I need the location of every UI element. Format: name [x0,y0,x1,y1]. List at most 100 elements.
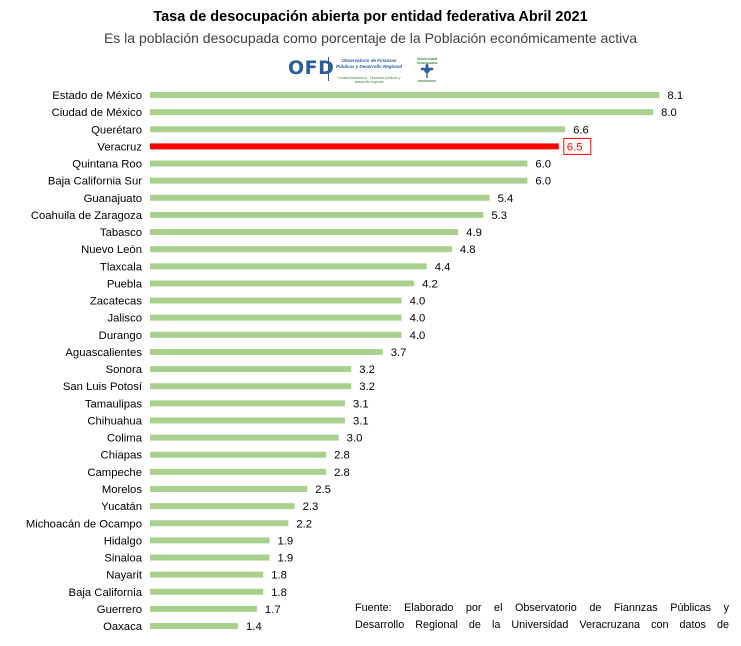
logo-acronym: OFD [288,57,335,79]
bar [150,331,402,338]
value-label: 1.8 [271,570,287,582]
bar [150,314,402,321]
category-label: Coahuila de Zaragoza [31,210,143,222]
value-label: 6.0 [535,159,551,171]
value-label: 5.4 [498,193,514,205]
bar [150,211,484,218]
category-label: Sinaloa [104,553,142,565]
bar [150,400,345,407]
bar [150,434,339,441]
logo-tagline: Ciudad Académica · Finanzas públicas y d… [337,76,401,84]
category-label: Morelos [102,484,143,496]
bar [150,297,402,304]
bar [150,109,654,116]
seal-flower-icon [418,63,436,82]
category-label: Tabasco [100,227,142,239]
bar [150,520,289,527]
value-label: 4.4 [435,261,451,273]
bar [150,571,264,578]
category-label: Querétaro [91,124,142,136]
bar [150,554,270,561]
category-label: Durango [99,330,142,342]
source-note-line-2: Desarrollo Regional de la Universidad Ve… [355,619,729,631]
bar [150,485,308,492]
category-label: Sonora [106,364,143,376]
bar [150,623,239,630]
value-label: 1.8 [271,587,287,599]
logo-divider [328,57,329,81]
value-label: 2.8 [334,450,350,462]
value-label: 3.2 [359,364,375,376]
value-label: 1.7 [265,604,281,616]
category-label: Ciudad de México [52,107,142,119]
bar [150,537,270,544]
category-label: Nayarit [106,570,143,582]
chart-title: Tasa de desocupación abierta por entidad… [153,9,588,25]
bar [150,177,528,184]
category-label: Colima [107,433,143,445]
bar [150,92,660,98]
category-label: Michoacán de Ocampo [26,518,142,530]
value-label: 4.9 [466,227,482,239]
category-label: Chihuahua [87,415,142,427]
value-label: 5.3 [491,210,507,222]
bar [150,263,427,270]
bar [150,348,383,355]
value-label: 1.9 [277,535,293,547]
value-label: 2.8 [334,467,350,479]
value-label: 1.9 [277,553,293,565]
value-label: 4.2 [422,278,438,290]
bar [150,126,566,133]
value-label: 8.1 [667,90,683,102]
value-label: 3.1 [353,415,369,427]
category-label: Zacatecas [90,296,142,308]
category-label: Yucatán [101,501,142,513]
bar [150,417,345,424]
category-label: Jalisco [107,313,142,325]
value-label: 4.0 [410,330,426,342]
bar [150,366,352,373]
category-label: Aguascalientes [65,347,142,359]
category-label: Nuevo León [81,244,142,256]
category-label: Guanajuato [84,193,142,205]
category-label: San Luis Potosí [63,381,143,393]
value-label: 4.8 [460,244,476,256]
value-label: 3.2 [359,381,375,393]
value-label: 6.0 [535,176,551,188]
value-label: 4.0 [410,313,426,325]
value-label: 1.4 [246,621,262,633]
bar [150,194,490,201]
category-label: Tlaxcala [100,261,143,273]
bar [150,246,452,253]
source-note-line-1: Fuente: Elaborado por el Observatorio de… [355,602,729,614]
ofd-logo: OFD Observatorio de Finanzas Públicas y … [288,55,448,85]
category-label: Baja California Sur [48,176,142,188]
value-label: 3.1 [353,398,369,410]
chart-subtitle: Es la población desocupada como porcenta… [103,30,638,46]
value-label: 4.0 [410,296,426,308]
bar [150,468,327,475]
value-label: 2.5 [315,484,331,496]
category-label: Chiapas [101,450,143,462]
category-label: Puebla [107,278,143,290]
value-label: 8.0 [661,107,677,119]
bar [150,503,295,510]
bar [150,383,352,390]
logo-name: Observatorio de Finanzas Públicas y Desa… [335,58,403,69]
highlight-value-box [563,137,592,155]
category-label: Estado de México [52,90,142,102]
bar [150,280,415,287]
bar [150,160,528,167]
bar-highlight [150,143,559,150]
category-label: Veracruz [97,141,142,153]
seal-label: Universidad Veracruzana [416,57,438,65]
category-label: Hidalgo [104,535,142,547]
category-label: Oaxaca [103,621,143,633]
bar [150,605,257,612]
value-label: 6.6 [573,124,589,136]
source-note: Fuente: Elaborado por el Observatorio de… [355,600,729,634]
value-label: 3.7 [391,347,407,359]
value-label: 2.2 [296,518,312,530]
category-label: Campeche [87,467,142,479]
